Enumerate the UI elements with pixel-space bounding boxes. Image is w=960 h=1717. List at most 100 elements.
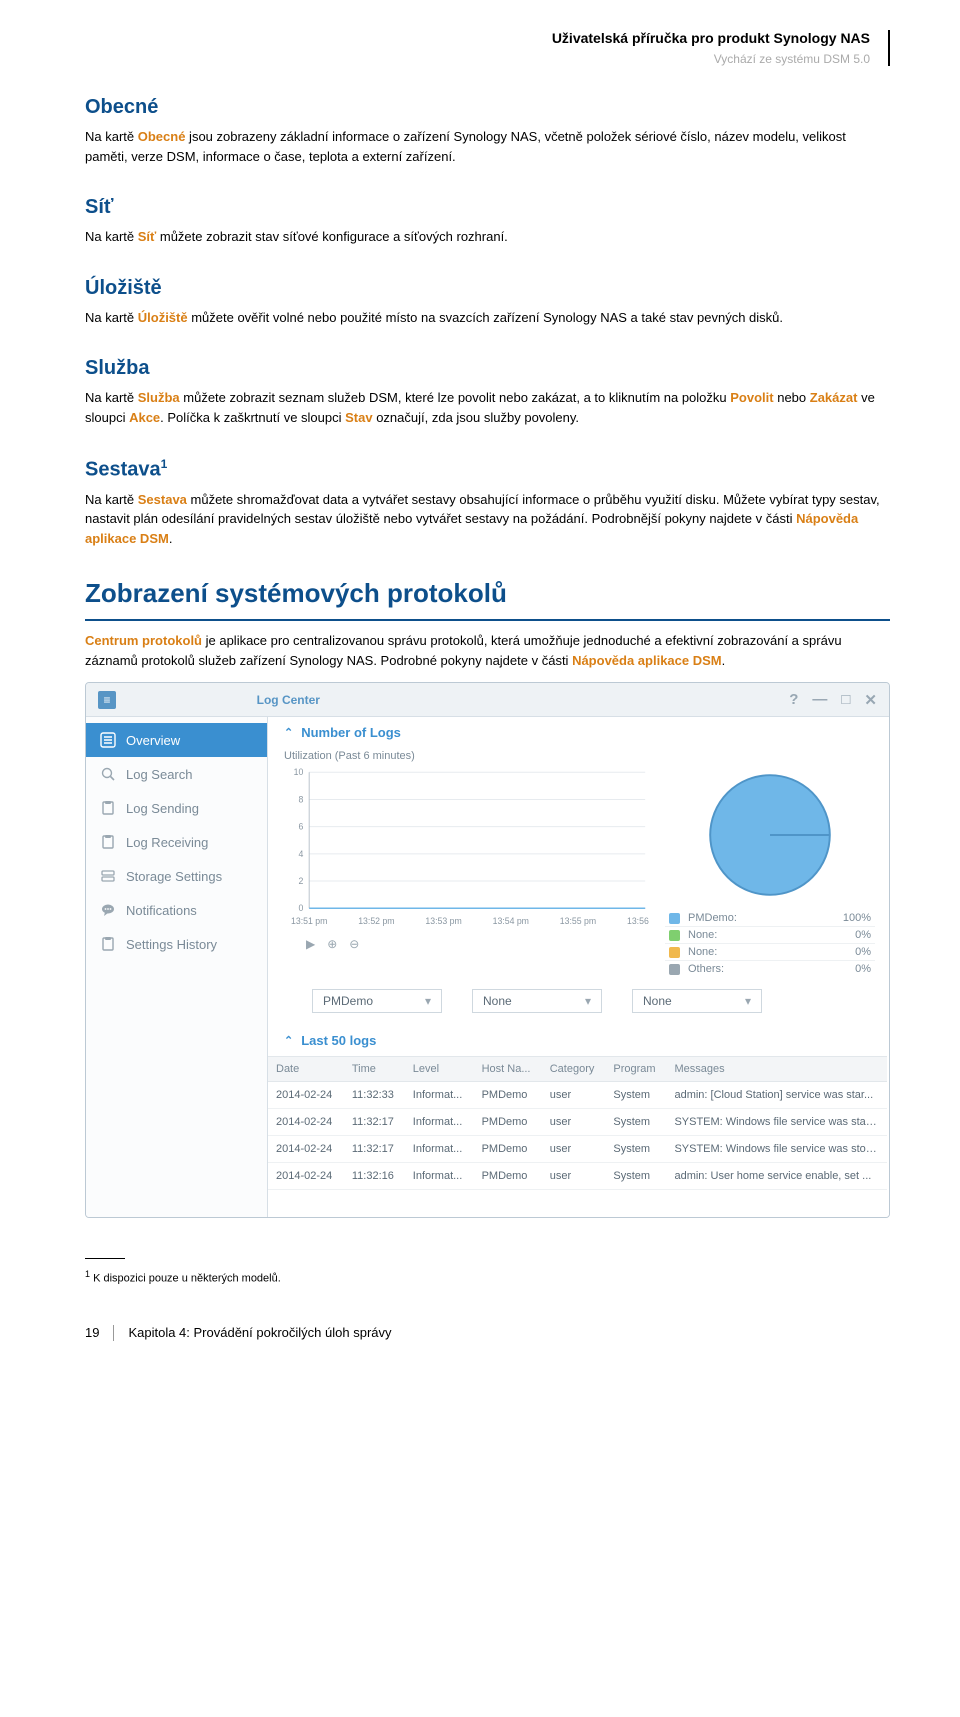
table-cell: Informat... [405, 1163, 474, 1190]
section-body: Na kartě Sestava můžete shromažďovat dat… [85, 490, 890, 549]
table-cell: user [542, 1163, 606, 1190]
panel-last-50-logs[interactable]: ⌃ Last 50 logs [268, 1025, 889, 1056]
table-header[interactable]: Time [344, 1057, 405, 1082]
section-body: Na kartě Úložiště můžete ověřit volné ne… [85, 308, 890, 328]
pie-chart [705, 770, 835, 900]
panel-number-of-logs[interactable]: ⌃ Number of Logs [268, 717, 889, 748]
sidebar-item-overview[interactable]: Overview [86, 723, 267, 757]
table-header[interactable]: Date [268, 1057, 344, 1082]
table-cell: user [542, 1136, 606, 1163]
table-cell: PMDemo [474, 1163, 542, 1190]
line-chart: 024681013:51 pm13:52 pm13:53 pm13:54 pm1… [282, 764, 651, 977]
section-body: Centrum protokolů je aplikace pro centra… [85, 631, 890, 670]
table-header[interactable]: Host Na... [474, 1057, 542, 1082]
section-body: Na kartě Obecné jsou zobrazeny základní … [85, 127, 890, 166]
svg-text:13:54 pm: 13:54 pm [493, 916, 529, 926]
section-sit: Síť Na kartě Síť můžete zobrazit stav sí… [85, 196, 890, 247]
help-icon[interactable]: ? [789, 691, 798, 708]
pie-chart-svg [705, 770, 835, 900]
section-rule [85, 619, 890, 621]
legend-value: 100% [843, 912, 871, 924]
log-center-window: ≡ Log Center ? — □ ✕ Overview [85, 682, 890, 1218]
table-cell: Informat... [405, 1109, 474, 1136]
legend-swatch [669, 964, 680, 975]
table-cell: PMDemo [474, 1136, 542, 1163]
page-number: 19 [85, 1325, 99, 1340]
legend-swatch [669, 913, 680, 924]
minimize-icon[interactable]: — [812, 691, 827, 708]
clipboard-icon [100, 834, 116, 850]
chart-controls: ▶ ⊕ ⊖ [282, 937, 651, 951]
table-header[interactable]: Messages [666, 1057, 887, 1082]
titlebar: ≡ Log Center ? — □ ✕ [86, 683, 889, 717]
table-cell: Informat... [405, 1082, 474, 1109]
table-cell: 11:32:33 [344, 1082, 405, 1109]
section-body: Na kartě Služba můžete zobrazit seznam s… [85, 388, 890, 427]
maximize-icon[interactable]: □ [841, 691, 850, 708]
svg-text:13:56 pm: 13:56 pm [627, 916, 651, 926]
table-cell: PMDemo [474, 1109, 542, 1136]
table-cell: user [542, 1082, 606, 1109]
filter-dropdown[interactable]: None▾ [472, 989, 602, 1013]
zoom-out-icon[interactable]: ⊖ [349, 937, 359, 951]
section-heading: Obecné [85, 96, 890, 119]
table-cell: System [605, 1163, 666, 1190]
zoom-in-icon[interactable]: ⊕ [327, 937, 337, 951]
table-cell: PMDemo [474, 1082, 542, 1109]
legend-value: 0% [855, 929, 871, 941]
sidebar-item-log-search[interactable]: Log Search [86, 757, 267, 791]
table-cell: SYSTEM: Windows file service was start..… [666, 1109, 887, 1136]
chevron-down-icon: ▾ [745, 994, 751, 1008]
sidebar-item-log-receiving[interactable]: Log Receiving [86, 825, 267, 859]
svg-text:0: 0 [299, 903, 304, 913]
table-cell: 11:32:17 [344, 1136, 405, 1163]
footnote: 1 K dispozici pouze u některých modelů. [85, 1269, 890, 1285]
table-row[interactable]: 2014-02-2411:32:33Informat...PMDemouserS… [268, 1082, 887, 1109]
table-row[interactable]: 2014-02-2411:32:16Informat...PMDemouserS… [268, 1163, 887, 1190]
sidebar-item-label: Storage Settings [126, 869, 222, 884]
play-icon[interactable]: ▶ [306, 937, 315, 951]
doc-subtitle: Vychází ze systému DSM 5.0 [85, 52, 870, 66]
table-header[interactable]: Category [542, 1057, 606, 1082]
chapter-title: Kapitola 4: Provádění pokročilých úloh s… [128, 1325, 391, 1340]
sidebar: Overview Log Search Log Sending Log Rece… [86, 717, 268, 1217]
table-row[interactable]: 2014-02-2411:32:17Informat...PMDemouserS… [268, 1136, 887, 1163]
sidebar-item-storage-settings[interactable]: Storage Settings [86, 859, 267, 893]
doc-title: Uživatelská příručka pro produkt Synolog… [85, 30, 870, 46]
sidebar-item-log-sending[interactable]: Log Sending [86, 791, 267, 825]
table-header[interactable]: Program [605, 1057, 666, 1082]
svg-text:6: 6 [299, 822, 304, 832]
table-cell: SYSTEM: Windows file service was stop... [666, 1136, 887, 1163]
sidebar-item-settings-history[interactable]: Settings History [86, 927, 267, 961]
legend-swatch [669, 930, 680, 941]
filter-dropdown[interactable]: PMDemo▾ [312, 989, 442, 1013]
sidebar-item-label: Overview [126, 733, 180, 748]
section-heading: Síť [85, 196, 890, 219]
legend-swatch [669, 947, 680, 958]
table-cell: 2014-02-24 [268, 1136, 344, 1163]
filter-dropdown[interactable]: None▾ [632, 989, 762, 1013]
table-cell: System [605, 1136, 666, 1163]
legend-label: None: [688, 946, 847, 958]
sidebar-item-label: Log Search [126, 767, 193, 782]
overview-icon [100, 732, 116, 748]
main-pane: ⌃ Number of Logs Utilization (Past 6 min… [268, 717, 889, 1217]
svg-text:4: 4 [299, 849, 304, 859]
logs-table-wrap: DateTimeLevelHost Na...CategoryProgramMe… [268, 1056, 889, 1198]
table-row[interactable]: 2014-02-2411:32:17Informat...PMDemouserS… [268, 1109, 887, 1136]
table-cell: user [542, 1109, 606, 1136]
dropdown-row: PMDemo▾ None▾ None▾ [268, 983, 889, 1025]
table-header[interactable]: Level [405, 1057, 474, 1082]
sidebar-item-notifications[interactable]: Notifications [86, 893, 267, 927]
legend-label: Others: [688, 963, 847, 975]
svg-text:13:51 pm: 13:51 pm [291, 916, 327, 926]
table-cell: 11:32:17 [344, 1109, 405, 1136]
utilization-label: Utilization (Past 6 minutes) [268, 748, 889, 764]
storage-icon [100, 868, 116, 884]
close-icon[interactable]: ✕ [864, 691, 877, 709]
page-footer: 19 Kapitola 4: Provádění pokročilých úlo… [85, 1325, 890, 1341]
legend-value: 0% [855, 946, 871, 958]
svg-text:13:52 pm: 13:52 pm [358, 916, 394, 926]
table-cell: admin: User home service enable, set ... [666, 1163, 887, 1190]
legend-value: 0% [855, 963, 871, 975]
